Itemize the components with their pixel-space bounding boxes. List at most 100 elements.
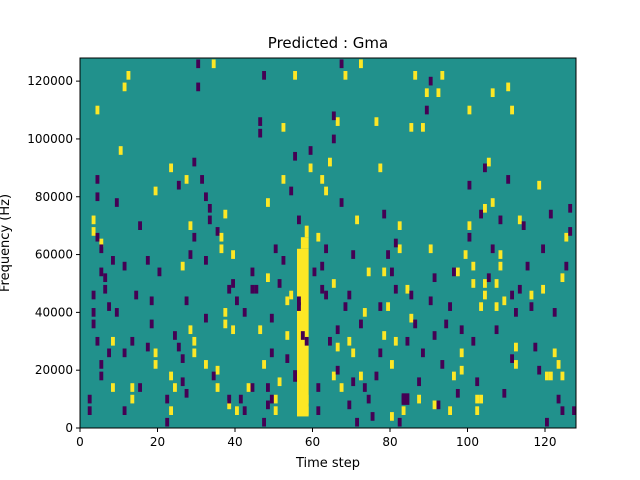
heatmap-cell-low — [207, 215, 212, 225]
heatmap-cell-low — [200, 175, 205, 184]
heatmap-cell-low — [145, 256, 150, 265]
heatmap-cell-high — [351, 348, 356, 358]
heatmap-cell-low — [339, 59, 344, 69]
heatmap-cell-high — [564, 232, 569, 242]
heatmap-cell-high — [424, 88, 429, 98]
heatmap-cell-high — [227, 400, 232, 410]
heatmap-cell-high — [459, 365, 464, 375]
heatmap-cell-high — [362, 308, 367, 317]
heatmap-cell-high — [359, 371, 363, 381]
heatmap-cell-high — [219, 244, 224, 254]
heatmap-cell-low — [254, 284, 259, 294]
heatmap-cell-high — [95, 105, 100, 115]
heatmap-cell-low — [297, 302, 301, 311]
heatmap-cell-high — [537, 180, 542, 190]
heatmap-cell-low — [316, 406, 321, 415]
heatmap-cell-low — [514, 308, 518, 317]
heatmap-cell-high — [192, 348, 197, 358]
heatmap-cell-low — [99, 267, 104, 277]
heatmap-cell-high — [130, 394, 135, 404]
heatmap-cell-low — [149, 296, 154, 306]
heatmap-cell-high — [382, 331, 387, 340]
heatmap-cell-low — [227, 394, 232, 404]
heatmap-cell-high — [483, 279, 487, 288]
y-tick-label: 80000 — [35, 190, 73, 204]
heatmap-cell-low — [211, 371, 216, 381]
heatmap-cell-low — [324, 290, 329, 300]
heatmap-cell-high — [483, 290, 487, 300]
heatmap-cell-high — [285, 296, 290, 306]
heatmap-cell-low — [331, 134, 336, 144]
heatmap-cell-high — [258, 325, 263, 335]
heatmap-cell-high — [471, 261, 476, 271]
heatmap-cell-low — [475, 377, 480, 387]
heatmap-cell-low — [378, 348, 383, 358]
heatmap-cell-high — [331, 279, 336, 288]
heatmap-cell-low — [471, 336, 476, 346]
heatmap-cell-low — [432, 273, 437, 283]
heatmap-cell-low — [413, 319, 418, 329]
heatmap-cell-high — [293, 71, 298, 80]
heatmap-cell-low — [541, 244, 546, 254]
heatmap-cell-high — [99, 238, 104, 248]
heatmap-cell-low — [184, 388, 189, 398]
heatmap-cell-low — [250, 284, 255, 294]
heatmap-cell-high — [397, 244, 402, 254]
heatmap-cell-high — [393, 336, 398, 346]
heatmap-cell-high — [386, 302, 391, 311]
heatmap-cell-low — [107, 348, 112, 358]
heatmap-cell-high — [118, 146, 123, 155]
heatmap-cell-low — [424, 105, 429, 115]
heatmap-cell-low — [343, 302, 348, 311]
heatmap-cell-low — [428, 296, 433, 306]
heatmap-cell-high — [231, 250, 236, 259]
heatmap-cell-low — [293, 151, 298, 161]
heatmap-cell-high — [506, 82, 511, 92]
heatmap-cell-low — [277, 279, 282, 288]
heatmap-cell-low — [227, 284, 232, 294]
heatmap-cell-low — [242, 308, 247, 317]
heatmap-cell-low — [490, 244, 495, 254]
heatmap-cell-high — [111, 336, 115, 346]
heatmap-cell-high — [231, 325, 236, 335]
heatmap-cell-high — [490, 88, 495, 98]
heatmap-cell-low — [537, 365, 542, 375]
heatmap-cell-high — [467, 221, 472, 230]
heatmap-cell-low — [99, 244, 104, 254]
heatmap-cell-high — [483, 203, 487, 213]
heatmap-cell-high — [266, 273, 270, 283]
heatmap-cell-low — [390, 267, 394, 277]
heatmap-cell-low — [231, 279, 236, 288]
heatmap-cell-low — [138, 221, 143, 230]
plot-frame — [79, 57, 577, 429]
heatmap-cell-low — [266, 400, 270, 410]
heatmap-cell-high — [188, 221, 193, 230]
heatmap-cell-low — [366, 394, 371, 404]
heatmap-cell-low — [483, 163, 487, 173]
heatmap-cell-low — [417, 377, 422, 387]
heatmap-cell-high — [184, 175, 189, 184]
heatmap-cell-high — [405, 284, 410, 294]
heatmap-cell-high — [541, 284, 546, 294]
heatmap-cell-high — [223, 209, 228, 219]
heatmap-cell-low — [498, 215, 503, 225]
heatmap-cell-high — [359, 59, 363, 69]
heatmap-cell-low — [339, 198, 344, 207]
heatmap-cell-low — [269, 348, 274, 358]
heatmap-cell-low — [122, 348, 127, 358]
heatmap-cell-high — [153, 186, 158, 196]
heatmap-cell-high — [560, 273, 565, 283]
y-tick-label: 0 — [65, 421, 73, 435]
heatmap-cell-low — [568, 227, 573, 236]
heatmap-cell-low — [362, 383, 367, 392]
heatmap-cell-low — [393, 238, 398, 248]
y-tick-label: 100000 — [27, 132, 73, 146]
heatmap-cell-high — [111, 383, 115, 392]
heatmap-cell-low — [235, 296, 239, 306]
chart-title: Predicted : Gma — [268, 34, 388, 52]
heatmap-cell-low — [122, 261, 127, 271]
heatmap-cell-high — [475, 406, 480, 415]
heatmap-cell-high — [188, 325, 193, 335]
heatmap-cell-low — [289, 186, 294, 196]
